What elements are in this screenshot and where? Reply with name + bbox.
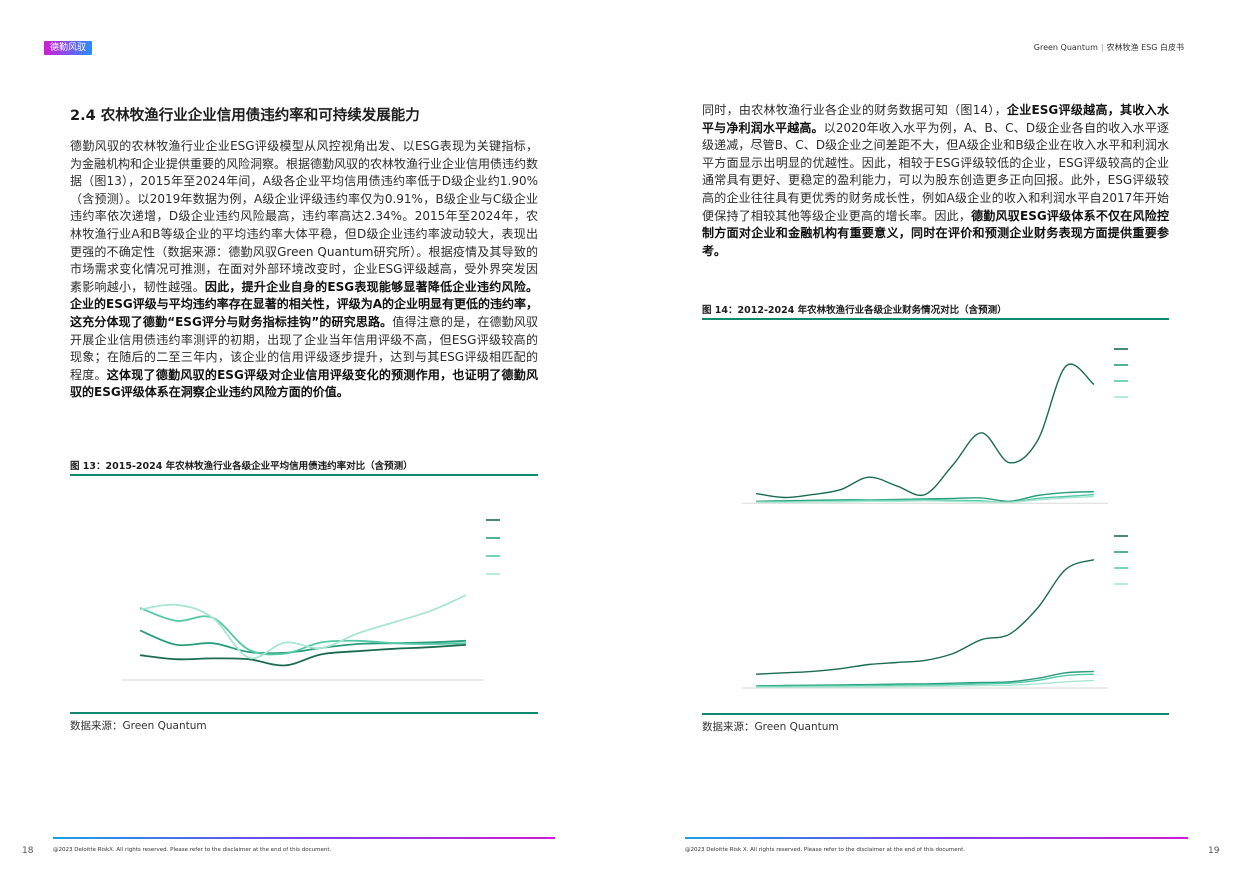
- left-footer-text: @2023 Deloitte RiskX. All rights reserve…: [53, 847, 332, 853]
- chart-revenue: [742, 535, 1128, 689]
- header-doc-title: 农林牧渔 ESG 白皮书: [1106, 43, 1184, 52]
- series-line-d: [139, 594, 467, 660]
- right-para-1: 同时，由农林牧渔行业各企业的财务数据可知（图14），: [702, 103, 1007, 117]
- left-para-bold-1: 因此，提升企业自身的ESG表现能够显著降低企业违约风险。企业的ESG评级与平均违…: [70, 279, 538, 329]
- right-footer-text: @2023 Deloitte Risk X. All rights reserv…: [685, 847, 965, 853]
- figure-14-top-rule: [702, 318, 1169, 320]
- left-para-1: 德勤风驭的农林牧渔行业企业ESG评级模型从风控视角出发、以ESG表现为关键指标，…: [70, 139, 539, 294]
- series-line-b: [139, 629, 466, 655]
- right-para-2: 以2020年收入水平为例，A、B、C、D级企业各自的收入水平逐级递减，尽管B、C…: [702, 120, 1169, 223]
- left-footer-line: [53, 837, 555, 839]
- right-para-bold-2: 德勤风驭ESG评级体系不仅在风险控制方面对企业和金融机构有重要意义，同时在评价和…: [702, 208, 1169, 258]
- figure-13-title: 图 13：2015-2024 年农林牧渔行业各级企业平均信用债违约率对比（含预测…: [70, 461, 413, 472]
- right-para-bold-1: 企业ESG评级越高，其收入水平与净利润水平越高。: [702, 103, 1169, 135]
- header-brand: Green Quantum: [1033, 43, 1098, 52]
- figure-13-source: 数据来源：Green Quantum: [70, 720, 207, 732]
- brand-badge: 德勤风驭: [44, 41, 92, 55]
- left-para-bold-2: 这体现了德勤风驭的ESG评级对企业信用评级变化的预测作用，也证明了德勤风驭的ES…: [70, 367, 538, 400]
- figure-14-source: 数据来源：Green Quantum: [702, 721, 839, 733]
- series-line-c: [139, 607, 466, 656]
- figure-13-bottom-rule: [70, 712, 538, 714]
- figure-14-title: 图 14：2012-2024 年农林牧渔行业各级企业财务情况对比（含预测）: [702, 305, 1007, 316]
- header-title: Green Quantum | 农林牧渔 ESG 白皮书: [1034, 42, 1184, 53]
- chart-net-profit: [742, 348, 1128, 504]
- right-body-text: 同时，由农林牧渔行业各企业的财务数据可知（图14），企业ESG评级越高，其收入水…: [702, 102, 1169, 260]
- series-line-a: [756, 559, 1095, 675]
- series-line-a: [139, 643, 466, 667]
- figure-14-bottom-rule: [702, 713, 1169, 715]
- figure-13-top-rule: [70, 474, 538, 476]
- left-para-2: 值得注意的是，在德勤风驭开展企业信用债违约率测评的初期，出现了企业当年信用评级不…: [70, 314, 538, 382]
- header-separator: |: [1100, 43, 1104, 52]
- series-line-a: [756, 363, 1095, 499]
- chart-default-rate: [122, 519, 500, 681]
- right-footer-line: [685, 837, 1188, 839]
- section-title: 2.4 农林牧渔行业企业信用债违约率和可持续发展能力: [70, 108, 420, 124]
- right-page-number: 19: [1208, 846, 1220, 856]
- left-body-text: 德勤风驭的农林牧渔行业企业ESG评级模型从风控视角出发、以ESG表现为关键指标，…: [70, 138, 538, 402]
- left-page-number: 18: [22, 846, 34, 856]
